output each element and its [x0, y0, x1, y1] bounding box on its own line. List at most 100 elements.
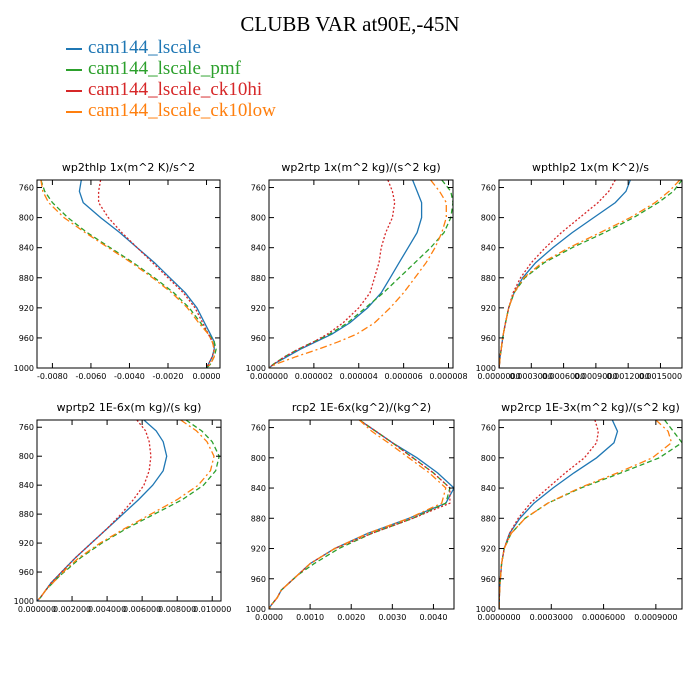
x-tick-label: 0.0000: [193, 372, 221, 381]
y-tick-label: 800: [19, 452, 34, 461]
y-tick-label: 840: [251, 244, 266, 253]
y-tick-label: 960: [251, 334, 266, 343]
series-line: [40, 180, 217, 368]
y-tick-label: 880: [251, 274, 266, 283]
page-title: CLUBB VAR at90E,-45N: [240, 12, 460, 36]
x-tick-label: 0.0020: [337, 613, 365, 622]
subplot: wprtp2 1E-6x(m kg)/(s kg) 760 800 840 880 920…: [14, 401, 232, 614]
legend-item: cam144_lscale_ck10hi: [66, 79, 276, 100]
x-tick-label: 0.0040: [419, 613, 447, 622]
y-tick-label: 920: [19, 304, 34, 313]
y-tick-label: 1000: [14, 364, 34, 373]
subplot: wp2rcp 1E-3x(m^2 kg)/(s^2 kg) 760 800 840 88…: [476, 401, 683, 622]
y-tick-label: 800: [481, 214, 496, 223]
x-tick-label: 0.0003000: [530, 613, 573, 622]
y-tick-label: 800: [251, 214, 266, 223]
y-tick-label: 840: [251, 484, 266, 493]
y-tick-label: 760: [481, 424, 496, 433]
series-line: [37, 420, 220, 601]
y-tick-label: 760: [481, 184, 496, 193]
series-line: [269, 420, 447, 609]
plot-frame: [268, 419, 455, 610]
y-tick-label: 1000: [14, 597, 34, 606]
x-tick-label: 0.008000: [158, 605, 196, 614]
series-line: [499, 420, 673, 609]
y-tick-label: 1000: [246, 605, 266, 614]
y-tick-label: 840: [481, 484, 496, 493]
series-line: [499, 420, 599, 609]
legend-swatch: [66, 68, 82, 71]
x-tick-label: 0.000000: [18, 605, 56, 614]
legend-swatch: [66, 110, 82, 113]
y-tick-label: 760: [19, 184, 34, 193]
x-tick-label: 0.0012000: [607, 372, 650, 381]
y-tick-label: 920: [481, 304, 496, 313]
x-tick-label: 0.010000: [193, 605, 231, 614]
series-line: [97, 180, 215, 368]
y-tick-label: 960: [251, 575, 266, 584]
y-tick-label: 880: [481, 514, 496, 523]
series-line: [499, 180, 682, 368]
legend-label: cam144_lscale_ck10low: [88, 100, 276, 121]
x-tick-label: 0.0000: [255, 613, 283, 622]
subplot-title: wp2rcp 1E-3x(m^2 kg)/(s^2 kg): [501, 401, 680, 414]
series-line: [269, 180, 396, 368]
x-tick-label: 0.0015000: [639, 372, 682, 381]
plot-frame: [36, 419, 222, 602]
x-tick-label: 0.004000: [88, 605, 126, 614]
y-tick-label: 760: [19, 423, 34, 432]
y-tick-label: 920: [19, 539, 34, 548]
series-line: [269, 180, 447, 368]
x-tick-label: 0.0009000: [634, 613, 677, 622]
x-tick-label: 0.002000: [53, 605, 91, 614]
y-tick-label: 960: [19, 334, 34, 343]
y-tick-label: 880: [19, 510, 34, 519]
subplot: wp2rtp 1x(m^2 kg)/(s^2 kg) 760 800 840 880 92…: [246, 161, 468, 381]
x-tick-label: 0.000002: [295, 372, 333, 381]
y-tick-label: 800: [481, 454, 496, 463]
series-line: [269, 180, 423, 368]
x-tick-label: 0.0010: [296, 613, 324, 622]
plot-frame: [498, 179, 683, 369]
series-line: [40, 180, 215, 368]
x-tick-label: 0.000008: [429, 372, 467, 381]
y-tick-label: 960: [481, 575, 496, 584]
legend-item: cam144_lscale_ck10low: [66, 100, 276, 121]
plot-frame: [36, 179, 221, 369]
x-tick-label: 0.0006000: [542, 372, 585, 381]
x-tick-label: 0.0009000: [574, 372, 617, 381]
series-line: [499, 180, 616, 368]
x-tick-label: -0.0040: [114, 372, 145, 381]
y-tick-label: 880: [251, 514, 266, 523]
plot-frame: [498, 419, 683, 610]
series-line: [37, 420, 152, 601]
subplot: wp2thlp 1x(m^2 K)/s^2 760 800 840 880 920 960 1…: [14, 161, 221, 381]
y-tick-label: 960: [19, 568, 34, 577]
y-tick-label: 800: [251, 454, 266, 463]
legend-label: cam144_lscale_ck10hi: [88, 79, 263, 100]
subplot-title: wp2thlp 1x(m^2 K)/s^2: [62, 161, 195, 174]
y-tick-label: 880: [481, 274, 496, 283]
y-tick-label: 1000: [246, 364, 266, 373]
x-tick-label: 0.0003000: [510, 372, 553, 381]
subplot-title: wpthlp2 1x(m K^2)/s: [532, 161, 649, 174]
series-line: [37, 420, 215, 601]
y-tick-label: 960: [481, 334, 496, 343]
y-tick-label: 800: [19, 214, 34, 223]
x-tick-label: 0.0006000: [582, 613, 625, 622]
y-tick-label: 920: [251, 545, 266, 554]
legend-swatch: [66, 89, 82, 92]
y-tick-label: 760: [251, 184, 266, 193]
y-tick-label: 840: [19, 244, 34, 253]
series-line: [269, 180, 453, 368]
series-line: [269, 420, 454, 609]
y-tick-label: 840: [481, 244, 496, 253]
series-line: [499, 420, 619, 609]
x-tick-label: 0.000004: [340, 372, 378, 381]
plot-frame: [268, 179, 454, 369]
subplot-title: rcp2 1E-6x(kg^2)/(kg^2): [292, 401, 431, 414]
series-line: [37, 420, 168, 601]
x-tick-label: 0.000006: [385, 372, 423, 381]
y-tick-label: 920: [251, 304, 266, 313]
